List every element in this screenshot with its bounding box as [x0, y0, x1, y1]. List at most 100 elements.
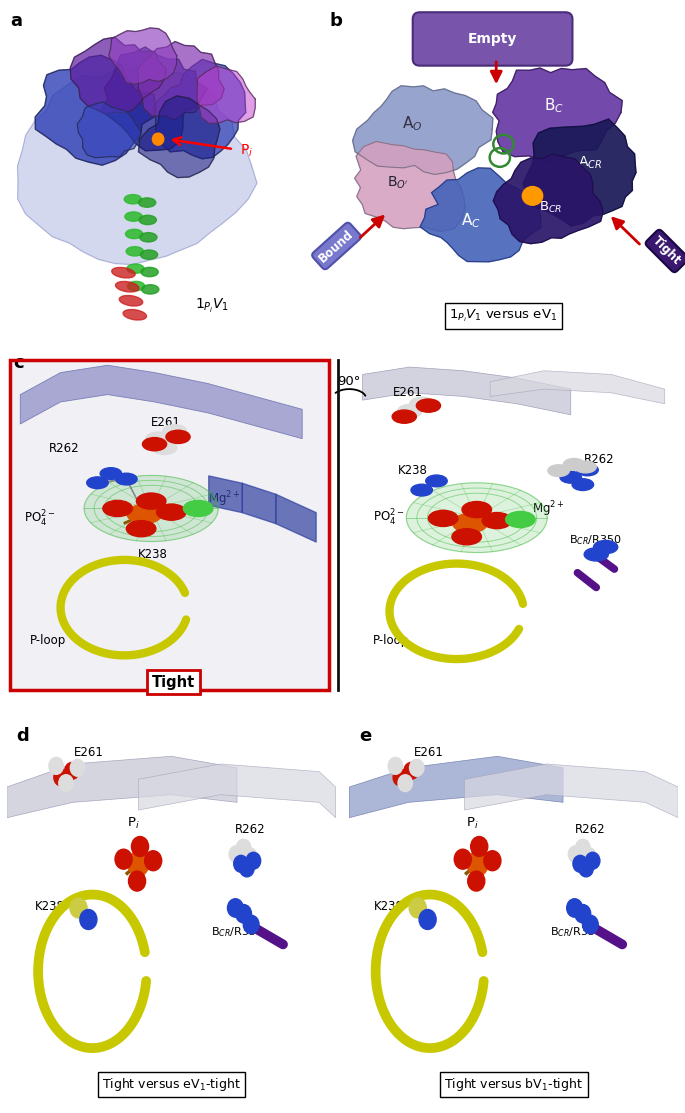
Polygon shape [71, 37, 166, 114]
Circle shape [548, 465, 569, 476]
Ellipse shape [141, 267, 158, 277]
Circle shape [584, 548, 608, 561]
Text: A$_C$: A$_C$ [461, 211, 481, 230]
Ellipse shape [112, 267, 135, 278]
Circle shape [579, 860, 593, 877]
Polygon shape [109, 28, 177, 85]
Polygon shape [18, 62, 257, 265]
Circle shape [484, 850, 501, 870]
Polygon shape [84, 475, 219, 542]
Circle shape [64, 762, 79, 779]
Text: K238: K238 [397, 464, 427, 477]
Text: R262: R262 [584, 453, 615, 465]
Circle shape [575, 461, 596, 473]
Text: 90°: 90° [338, 375, 361, 388]
Bar [10, 359, 329, 690]
Circle shape [398, 775, 412, 791]
Text: R262: R262 [49, 442, 79, 454]
Circle shape [468, 871, 485, 892]
Ellipse shape [140, 250, 158, 259]
Circle shape [146, 432, 170, 445]
Text: Mg$^{2+}$: Mg$^{2+}$ [532, 500, 565, 519]
Text: E261: E261 [393, 386, 423, 400]
Polygon shape [406, 483, 547, 552]
Circle shape [49, 758, 64, 775]
Circle shape [126, 521, 156, 536]
Text: a: a [10, 12, 22, 30]
Polygon shape [197, 66, 256, 124]
PathPatch shape [138, 764, 336, 818]
Circle shape [454, 849, 471, 869]
Ellipse shape [119, 295, 142, 306]
Text: e: e [359, 728, 371, 746]
Circle shape [153, 134, 164, 145]
Text: R262: R262 [575, 824, 606, 836]
Ellipse shape [142, 285, 159, 294]
Circle shape [566, 898, 582, 917]
Circle shape [410, 759, 424, 776]
Text: Tight versus bV$_1$-tight: Tight versus bV$_1$-tight [445, 1076, 583, 1093]
Circle shape [404, 762, 419, 779]
Polygon shape [155, 59, 246, 159]
Text: Bound: Bound [316, 227, 356, 265]
Polygon shape [420, 168, 540, 262]
PathPatch shape [7, 757, 237, 818]
Text: A$_O$: A$_O$ [403, 115, 423, 134]
PathPatch shape [349, 757, 563, 818]
Circle shape [506, 511, 535, 528]
Circle shape [471, 837, 488, 857]
Circle shape [54, 769, 68, 786]
Circle shape [153, 441, 177, 454]
Circle shape [227, 898, 243, 917]
Circle shape [577, 464, 598, 475]
Circle shape [397, 404, 422, 417]
Polygon shape [493, 68, 622, 164]
Text: P$_i$: P$_i$ [127, 816, 140, 831]
Text: c: c [14, 354, 24, 372]
Circle shape [71, 759, 85, 776]
Circle shape [411, 484, 432, 496]
Circle shape [410, 397, 434, 411]
Circle shape [594, 541, 618, 553]
Ellipse shape [125, 229, 142, 238]
Ellipse shape [127, 282, 145, 290]
Ellipse shape [124, 195, 142, 204]
Circle shape [236, 905, 251, 923]
Circle shape [409, 898, 426, 918]
Text: P$_i$: P$_i$ [240, 142, 253, 159]
Circle shape [162, 425, 187, 437]
Polygon shape [101, 47, 208, 151]
Text: b: b [329, 12, 342, 30]
Circle shape [416, 400, 440, 412]
Text: B$_{O'}$: B$_{O'}$ [387, 175, 409, 190]
Text: PO$_4^{2-}$: PO$_4^{2-}$ [373, 508, 404, 528]
Circle shape [575, 905, 590, 923]
Text: B$_{CR}$: B$_{CR}$ [539, 200, 562, 215]
Circle shape [582, 848, 596, 865]
Circle shape [240, 860, 254, 877]
Circle shape [393, 769, 408, 786]
Circle shape [426, 475, 447, 486]
Ellipse shape [139, 215, 156, 225]
Circle shape [136, 493, 166, 510]
Text: $1_{P_i}V_1$: $1_{P_i}V_1$ [195, 297, 229, 315]
Text: P-loop: P-loop [373, 634, 409, 648]
Polygon shape [355, 141, 465, 232]
Polygon shape [138, 41, 224, 120]
Polygon shape [35, 56, 155, 165]
Text: K238: K238 [374, 900, 404, 913]
Text: E261: E261 [414, 747, 443, 759]
Text: PO$_4^{2-}$: PO$_4^{2-}$ [23, 510, 55, 530]
Ellipse shape [138, 198, 155, 207]
Circle shape [142, 437, 166, 451]
Ellipse shape [123, 309, 147, 321]
Circle shape [229, 846, 244, 863]
Circle shape [419, 909, 436, 929]
Text: P-loop: P-loop [30, 634, 66, 648]
Text: Empty: Empty [468, 32, 517, 46]
Circle shape [127, 504, 162, 523]
Text: Tight: Tight [151, 674, 195, 690]
Text: R262: R262 [236, 824, 266, 836]
Text: $1_{P_i}V_1$ versus eV$_1$: $1_{P_i}V_1$ versus eV$_1$ [449, 308, 558, 324]
Circle shape [59, 775, 73, 791]
